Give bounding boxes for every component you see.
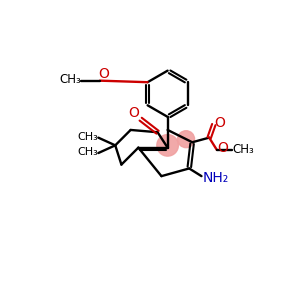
Text: CH₃: CH₃ <box>77 147 98 157</box>
Text: O: O <box>214 116 225 130</box>
Text: CH₃: CH₃ <box>232 143 254 157</box>
Text: O: O <box>128 106 139 120</box>
Text: NH₂: NH₂ <box>202 171 229 185</box>
Circle shape <box>157 135 178 156</box>
Text: O: O <box>98 68 109 82</box>
Text: CH₃: CH₃ <box>59 74 81 86</box>
Text: CH₃: CH₃ <box>77 132 98 142</box>
Text: O: O <box>217 141 228 155</box>
Circle shape <box>178 131 195 148</box>
